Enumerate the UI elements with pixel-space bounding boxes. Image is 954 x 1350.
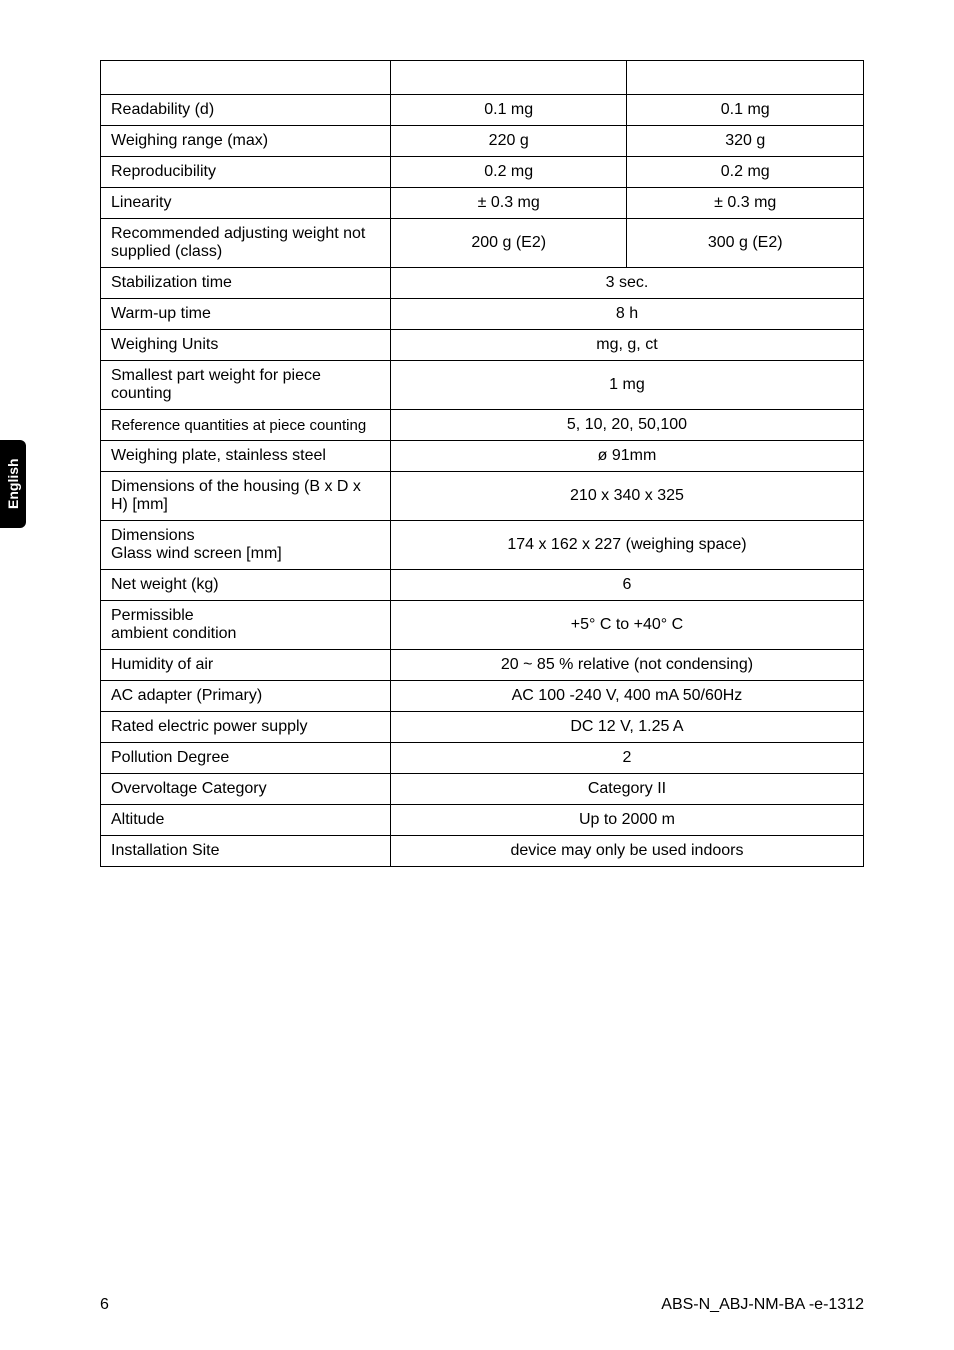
row-label: Rated electric power supply <box>101 712 391 743</box>
table-row: Weighing plate, stainless steelø 91mm <box>101 441 864 472</box>
row-value-merged: 6 <box>390 570 863 601</box>
table-row: Net weight (kg)6 <box>101 570 864 601</box>
row-label: Stabilization time <box>101 268 391 299</box>
row-value-merged: +5° C to +40° C <box>390 601 863 650</box>
table-row: Weighing range (max)220 g320 g <box>101 126 864 157</box>
table-row: Installation Sitedevice may only be used… <box>101 836 864 867</box>
table-row: DimensionsGlass wind screen [mm]174 x 16… <box>101 521 864 570</box>
row-value-merged: 2 <box>390 743 863 774</box>
table-row: Dimensions of the housing (B x D x H) [m… <box>101 472 864 521</box>
row-label: AC adapter (Primary) <box>101 681 391 712</box>
specifications-table: Readability (d)0.1 mg0.1 mgWeighing rang… <box>100 60 864 867</box>
row-label: Humidity of air <box>101 650 391 681</box>
page-footer: 6 ABS-N_ABJ-NM-BA -e-1312 <box>100 1296 864 1314</box>
row-value-merged: 174 x 162 x 227 (weighing space) <box>390 521 863 570</box>
row-label: Recommended adjusting weight not supplie… <box>101 219 391 268</box>
row-label: Readability (d) <box>101 95 391 126</box>
row-value-merged: 20 ~ 85 % relative (not condensing) <box>390 650 863 681</box>
row-label: Warm-up time <box>101 299 391 330</box>
row-value-1: 0.2 mg <box>390 157 627 188</box>
table-header-row <box>101 61 864 95</box>
row-value-merged: 3 sec. <box>390 268 863 299</box>
table-row: Permissibleambient condition+5° C to +40… <box>101 601 864 650</box>
table-row: Reproducibility0.2 mg0.2 mg <box>101 157 864 188</box>
document-code: ABS-N_ABJ-NM-BA -e-1312 <box>661 1296 864 1314</box>
row-value-merged: Up to 2000 m <box>390 805 863 836</box>
table-row: Readability (d)0.1 mg0.1 mg <box>101 95 864 126</box>
table-row: Rated electric power supplyDC 12 V, 1.25… <box>101 712 864 743</box>
row-value-merged: mg, g, ct <box>390 330 863 361</box>
row-label: Weighing Units <box>101 330 391 361</box>
header-cell-blank-2 <box>390 61 627 95</box>
table-row: Linearity± 0.3 mg± 0.3 mg <box>101 188 864 219</box>
row-label: Net weight (kg) <box>101 570 391 601</box>
row-label: Dimensions of the housing (B x D x H) [m… <box>101 472 391 521</box>
row-value-merged: DC 12 V, 1.25 A <box>390 712 863 743</box>
table-row: Recommended adjusting weight not supplie… <box>101 219 864 268</box>
row-value-merged: 210 x 340 x 325 <box>390 472 863 521</box>
table-row: Reference quantities at piece counting5,… <box>101 410 864 441</box>
row-label: Reference quantities at piece counting <box>101 410 391 441</box>
row-label: Weighing range (max) <box>101 126 391 157</box>
row-value-merged: device may only be used indoors <box>390 836 863 867</box>
row-label: Altitude <box>101 805 391 836</box>
row-label: Reproducibility <box>101 157 391 188</box>
page-number: 6 <box>100 1296 109 1314</box>
table-row: AC adapter (Primary)AC 100 -240 V, 400 m… <box>101 681 864 712</box>
row-value-2: 320 g <box>627 126 864 157</box>
row-label: Weighing plate, stainless steel <box>101 441 391 472</box>
header-cell-blank-1 <box>101 61 391 95</box>
row-value-merged: Category II <box>390 774 863 805</box>
row-label: Smallest part weight for piece counting <box>101 361 391 410</box>
row-value-2: 0.1 mg <box>627 95 864 126</box>
table-row: Weighing Unitsmg, g, ct <box>101 330 864 361</box>
row-label: Linearity <box>101 188 391 219</box>
language-tab: English <box>0 440 26 528</box>
row-value-merged: 1 mg <box>390 361 863 410</box>
row-value-2: ± 0.3 mg <box>627 188 864 219</box>
row-value-merged: 5, 10, 20, 50,100 <box>390 410 863 441</box>
row-value-1: 0.1 mg <box>390 95 627 126</box>
table-row: Pollution Degree2 <box>101 743 864 774</box>
table-row: Warm-up time8 h <box>101 299 864 330</box>
row-value-merged: ø 91mm <box>390 441 863 472</box>
table-row: Stabilization time3 sec. <box>101 268 864 299</box>
row-label: Permissibleambient condition <box>101 601 391 650</box>
table-row: Overvoltage CategoryCategory II <box>101 774 864 805</box>
row-value-1: 220 g <box>390 126 627 157</box>
row-value-2: 0.2 mg <box>627 157 864 188</box>
row-label: Overvoltage Category <box>101 774 391 805</box>
row-label: Pollution Degree <box>101 743 391 774</box>
row-label: Installation Site <box>101 836 391 867</box>
table-row: Humidity of air20 ~ 85 % relative (not c… <box>101 650 864 681</box>
row-value-merged: 8 h <box>390 299 863 330</box>
row-label: DimensionsGlass wind screen [mm] <box>101 521 391 570</box>
table-row: AltitudeUp to 2000 m <box>101 805 864 836</box>
page: English Readability (d)0.1 mg0.1 mgWeigh… <box>0 0 954 1350</box>
table-row: Smallest part weight for piece counting1… <box>101 361 864 410</box>
row-value-2: 300 g (E2) <box>627 219 864 268</box>
row-value-merged: AC 100 -240 V, 400 mA 50/60Hz <box>390 681 863 712</box>
header-cell-blank-3 <box>627 61 864 95</box>
row-value-1: ± 0.3 mg <box>390 188 627 219</box>
row-value-1: 200 g (E2) <box>390 219 627 268</box>
